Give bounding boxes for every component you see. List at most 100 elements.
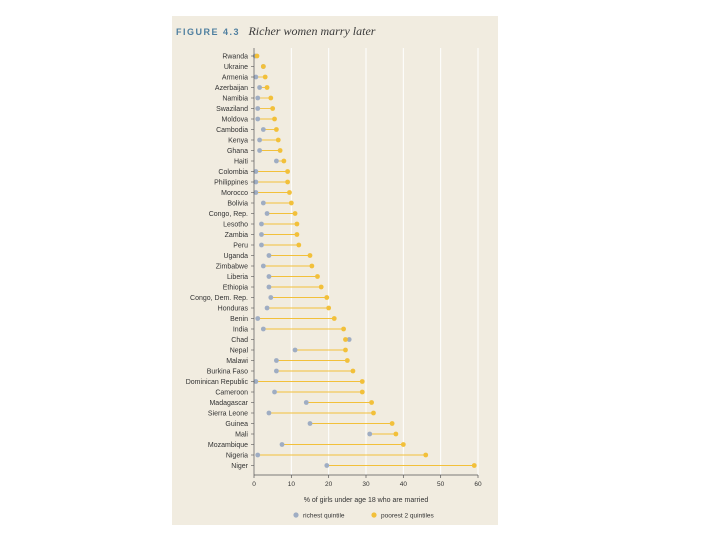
poorest-point — [272, 116, 277, 122]
category-label: Honduras — [218, 305, 249, 312]
richest-point — [260, 326, 266, 332]
category-label: India — [233, 326, 248, 333]
richest-point — [255, 106, 261, 111]
poorest-point — [369, 400, 374, 405]
richest-point — [367, 431, 373, 437]
category-label: Uganda — [223, 253, 248, 260]
category-label: Morocco — [221, 190, 248, 197]
category-label: Niger — [231, 463, 248, 470]
richest-point — [266, 284, 272, 290]
x-tick-label: 60 — [474, 481, 482, 488]
richest-point — [264, 211, 270, 216]
poorest-point — [371, 410, 376, 416]
richest-point — [255, 116, 261, 122]
poorest-point — [324, 295, 330, 300]
category-label: Congo, Dem. Rep. — [190, 295, 248, 302]
poorest-point — [359, 389, 365, 395]
category-label: Bolivia — [227, 200, 248, 207]
richest-point — [253, 74, 259, 80]
poorest-point — [343, 347, 348, 353]
poorest-point — [341, 326, 346, 332]
category-label: Rwanda — [222, 53, 248, 60]
category-label: Namibia — [222, 95, 248, 102]
richest-point — [324, 463, 330, 468]
category-label: Congo, Rep. — [209, 211, 248, 218]
category-label: Nigeria — [226, 452, 248, 459]
category-label: Nepal — [230, 347, 249, 354]
poorest-point — [331, 316, 337, 321]
category-label: Madagascar — [209, 400, 248, 407]
category-label: Lesotho — [223, 221, 248, 228]
x-tick-label: 40 — [400, 481, 408, 488]
category-label: Cameroon — [215, 389, 248, 396]
richest-point — [266, 274, 272, 279]
poorest-point — [288, 200, 294, 206]
x-tick-label: 0 — [252, 481, 256, 488]
category-labels: Rwanda Ukraine Armenia Azerbaijan Namibia Swa… — [186, 53, 249, 470]
poorest-point — [294, 232, 300, 237]
category-label: Benin — [230, 316, 248, 323]
poorest-point — [359, 379, 365, 384]
richest-point — [255, 95, 261, 101]
category-label: Mozambique — [208, 442, 248, 449]
category-label: Kenya — [228, 137, 248, 144]
category-label: Guinea — [225, 421, 248, 428]
x-axis-title: % of girls under age 18 who are married — [304, 497, 429, 504]
legend-marker-poorest — [371, 512, 377, 518]
richest-point — [259, 242, 264, 248]
x-tick-label: 20 — [325, 481, 333, 488]
category-label: Peru — [233, 242, 248, 249]
legend-label-poorest: poorest 2 quintiles — [381, 513, 435, 520]
category-label: Colombia — [218, 169, 248, 176]
poorest-point — [270, 106, 276, 111]
category-label: Sierra Leone — [208, 410, 248, 417]
poorest-point — [400, 442, 406, 447]
category-label: Liberia — [227, 274, 248, 281]
poorest-point — [285, 169, 290, 174]
richest-point — [259, 232, 264, 237]
poorest-point — [262, 74, 268, 80]
category-label: Moldova — [222, 116, 249, 123]
poorest-point — [318, 284, 324, 290]
richest-point — [257, 137, 262, 143]
poorest-point — [296, 242, 302, 248]
poorest-point — [292, 211, 298, 216]
richest-point — [260, 263, 266, 269]
richest-point — [307, 421, 313, 426]
richest-point — [257, 85, 262, 90]
poorest-point — [254, 53, 260, 59]
poorest-point — [315, 274, 320, 279]
richest-point — [255, 452, 261, 458]
richest-point — [268, 295, 274, 300]
poorest-point — [350, 368, 356, 374]
category-label: Burkina Faso — [207, 368, 248, 375]
richest-point — [274, 158, 279, 164]
category-label: Chad — [231, 337, 248, 344]
poorest-point — [393, 431, 399, 437]
richest-point — [253, 379, 259, 384]
figure-label: FIGURE 4.3 — [176, 27, 241, 37]
category-label: Azerbaijan — [215, 85, 248, 92]
poorest-point — [285, 179, 290, 185]
richest-point — [303, 400, 309, 405]
poorest-point — [260, 64, 266, 69]
richest-point — [260, 200, 266, 206]
poorest-point — [307, 253, 313, 258]
richest-point — [266, 410, 272, 416]
figure-title-text: Richer women marry later — [248, 24, 376, 38]
poorest-point — [287, 190, 292, 195]
poorest-point — [309, 263, 315, 269]
richest-point — [274, 358, 279, 363]
richest-point — [274, 368, 279, 374]
richest-point — [253, 190, 259, 195]
category-label: Zimbabwe — [216, 263, 248, 270]
legend-label-richest: richest quintile — [303, 513, 345, 520]
x-tick-label: 10 — [288, 481, 296, 488]
richest-point — [346, 337, 352, 342]
category-label: Ghana — [227, 148, 248, 155]
legend: richest quintile poorest 2 quintiles — [293, 512, 435, 520]
x-tick-label: 50 — [437, 481, 445, 488]
richest-point — [260, 127, 266, 132]
chart-panel — [172, 16, 498, 525]
category-label: Mali — [235, 431, 248, 438]
